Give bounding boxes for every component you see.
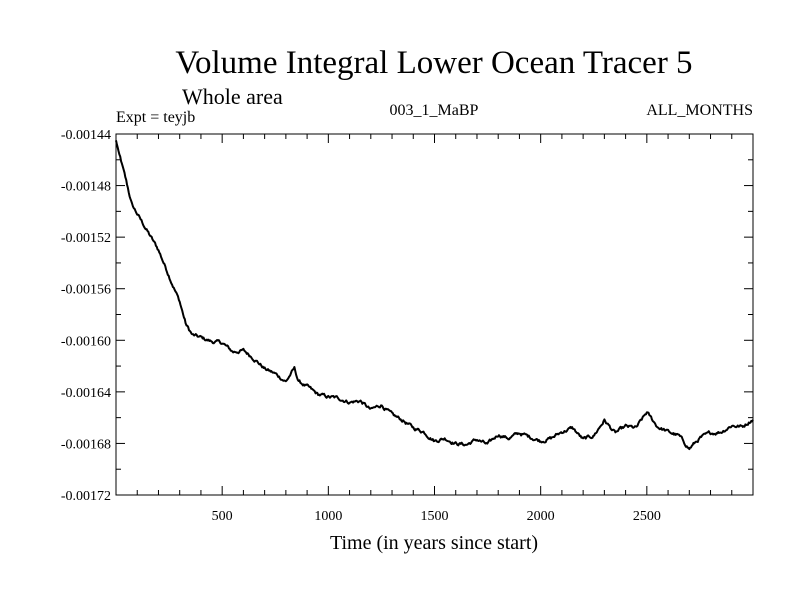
period-label: 003_1_MaBP [390, 102, 479, 119]
x-tick-label: 2500 [633, 509, 661, 524]
y-tick-label: -0.00160 [61, 334, 111, 349]
chart-subtitle: Whole area [182, 84, 283, 109]
x-tick-label: 1000 [314, 509, 342, 524]
plot-frame [115, 133, 754, 496]
x-tick-label: 2000 [527, 509, 555, 524]
y-tick-label: -0.00152 [61, 231, 111, 246]
series-line-tracer-5 [115, 140, 754, 451]
x-tick-labels: 500 1000 1500 2000 2500 [212, 509, 661, 524]
axis-ticks [116, 133, 753, 496]
y-tick-labels: -0.00144 -0.00148 -0.00152 -0.00156 -0.00160… [61, 128, 111, 504]
y-tick-label: -0.00148 [61, 180, 111, 195]
x-axis-title: Time (in years since start) [330, 532, 538, 554]
experiment-label: Expt = teyjb [116, 109, 195, 126]
months-label: ALL_MONTHS [646, 102, 753, 119]
y-tick-label: -0.00172 [61, 489, 111, 504]
y-tick-label: -0.00144 [61, 128, 111, 143]
x-tick-label: 500 [212, 509, 233, 524]
y-tick-label: -0.00164 [61, 386, 111, 401]
chart-title: Volume Integral Lower Ocean Tracer 5 [175, 45, 692, 81]
x-tick-label: 1500 [421, 509, 449, 524]
y-tick-label: -0.00156 [61, 283, 111, 298]
y-tick-label: -0.00168 [61, 437, 111, 452]
